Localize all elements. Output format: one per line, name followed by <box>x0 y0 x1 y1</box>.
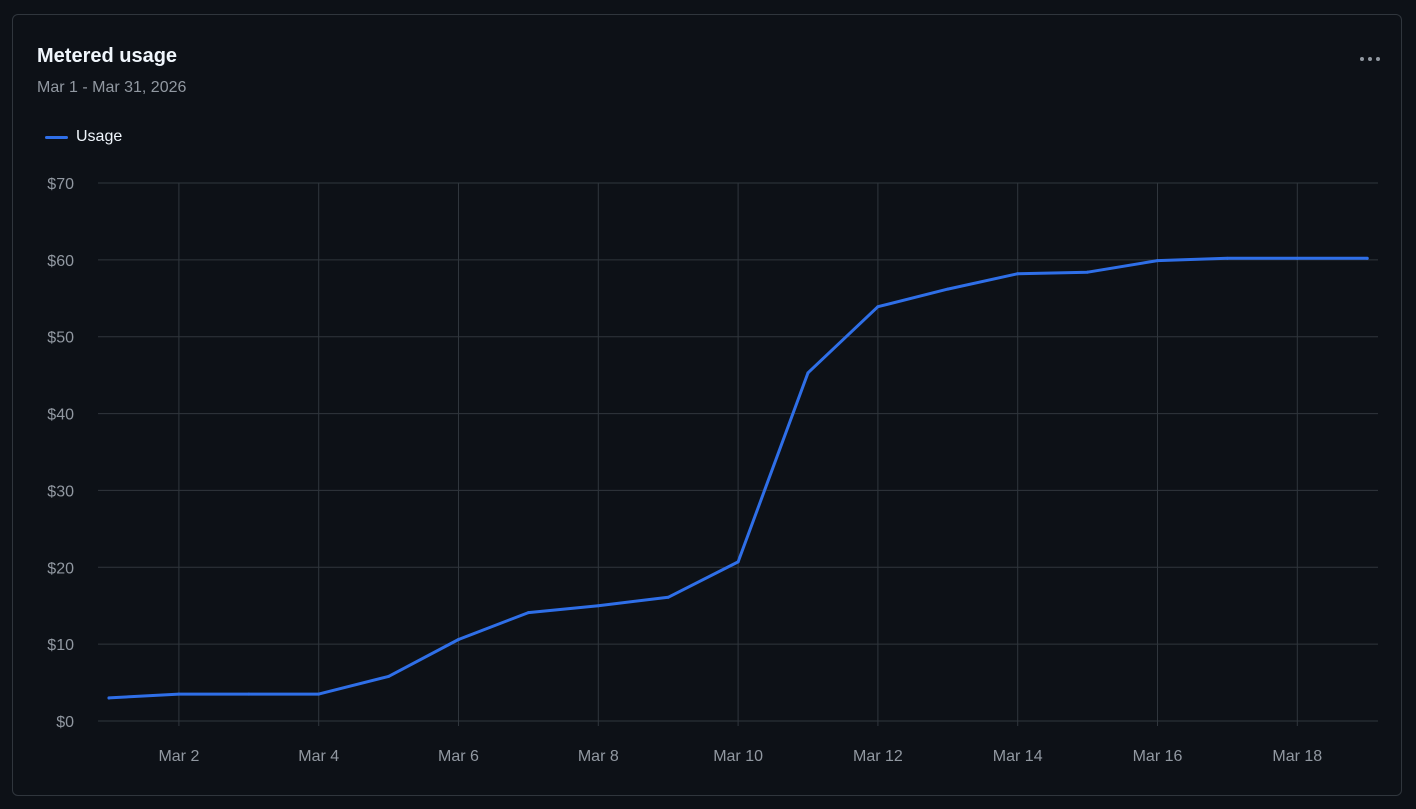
usage-data-point <box>1295 256 1299 260</box>
usage-data-point <box>806 371 810 375</box>
usage-data-point <box>596 604 600 608</box>
chart-legend: Usage <box>45 127 122 147</box>
x-tick-label: Mar 2 <box>158 748 199 765</box>
x-tick-label: Mar 16 <box>1133 748 1183 765</box>
y-tick-label: $50 <box>47 330 74 347</box>
usage-data-point <box>1225 256 1229 260</box>
y-tick-label: $20 <box>47 560 74 577</box>
x-tick-label: Mar 12 <box>853 748 903 765</box>
metered-usage-card: Metered usage Mar 1 - Mar 31, 2026 Usage <box>12 14 1402 796</box>
y-tick-label: $70 <box>47 176 74 193</box>
y-tick-label: $40 <box>47 407 74 424</box>
usage-data-point <box>946 287 950 291</box>
y-tick-label: $30 <box>47 483 74 500</box>
usage-data-point <box>457 638 460 642</box>
usage-data-point <box>876 305 880 309</box>
x-tick-label: Mar 4 <box>298 748 339 765</box>
y-tick-label: $10 <box>47 637 74 654</box>
x-tick-label: Mar 10 <box>713 748 763 765</box>
usage-data-point <box>177 692 181 696</box>
usage-data-point <box>247 692 251 696</box>
kebab-horizontal-icon <box>1360 57 1364 61</box>
kebab-dot <box>1368 57 1372 61</box>
x-tick-label: Mar 8 <box>578 748 619 765</box>
usage-data-point <box>666 595 670 599</box>
usage-data-point <box>1156 259 1159 263</box>
y-tick-label: $0 <box>56 714 74 731</box>
usage-data-point <box>1016 272 1020 276</box>
usage-data-point <box>387 674 391 678</box>
legend-swatch <box>45 135 68 139</box>
usage-data-point <box>107 696 111 700</box>
x-tick-label: Mar 6 <box>438 748 479 765</box>
legend-label: Usage <box>76 128 123 145</box>
x-tick-label: Mar 14 <box>993 748 1043 765</box>
usage-data-point <box>1086 270 1090 274</box>
x-tick-label: Mar 18 <box>1272 748 1322 765</box>
usage-data-point <box>526 611 530 615</box>
card-title: Metered usage <box>37 45 178 67</box>
usage-data-point <box>736 560 740 564</box>
usage-data-point <box>317 692 321 696</box>
y-tick-label: $60 <box>47 253 74 270</box>
more-options-button[interactable] <box>1353 45 1387 73</box>
kebab-dot <box>1376 57 1380 61</box>
date-range: Mar 1 - Mar 31, 2026 <box>37 79 187 96</box>
usage-data-point <box>1365 256 1369 260</box>
